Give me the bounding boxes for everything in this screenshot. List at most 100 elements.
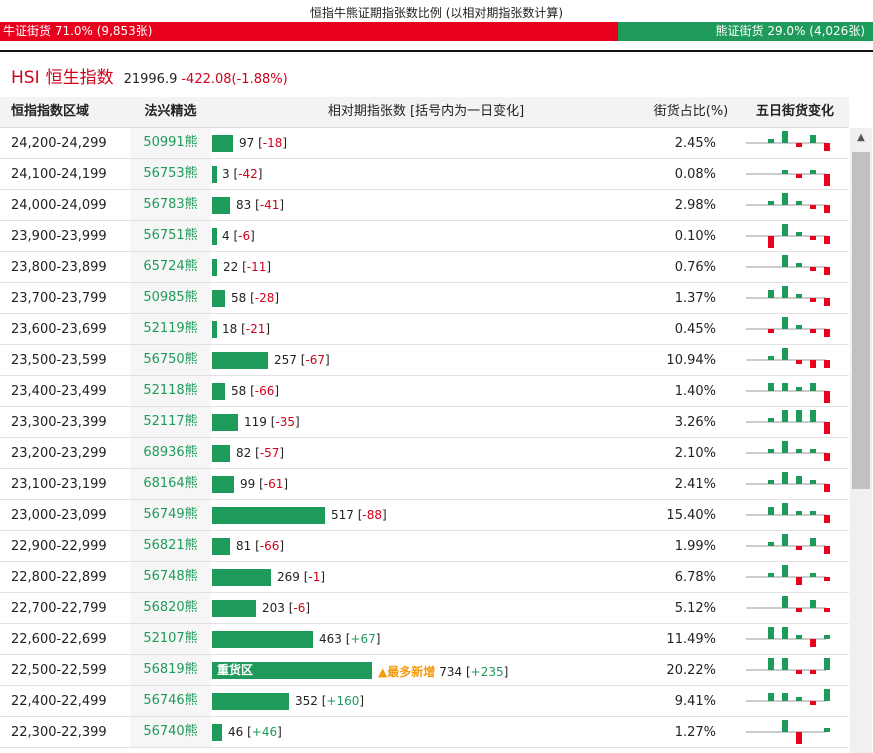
spark-bar-down — [824, 267, 830, 275]
spark-bar-up — [782, 534, 788, 546]
spark-bar-up — [782, 627, 788, 639]
share-pct: 9.41% — [674, 694, 716, 709]
warrant-link[interactable]: 52119熊 — [130, 314, 211, 344]
table-row: 22,500-22,599 56819熊 重货区 ▲最多新增 734 [+235] 20.… — [0, 655, 849, 686]
warrant-link[interactable]: 56819熊 — [130, 655, 211, 685]
spark-bar-up — [782, 596, 788, 608]
count-value: 18 [-21] — [222, 322, 271, 336]
count-change: +67 — [350, 632, 376, 646]
row-range: 22,500-22,599 — [11, 663, 107, 678]
row-range: 23,100-23,199 — [11, 477, 107, 492]
warrant-link[interactable]: 52107熊 — [130, 624, 211, 654]
count-bar — [212, 197, 230, 214]
spark-bar-down — [796, 174, 802, 178]
count-value: 4 [-6] — [222, 229, 255, 243]
count-bar — [212, 600, 256, 617]
share-pct: 15.40% — [666, 508, 716, 523]
index-name[interactable]: 恒生指数 — [45, 68, 114, 88]
warrant-link[interactable]: 50985熊 — [130, 283, 211, 313]
row-range: 23,800-23,899 — [11, 260, 107, 275]
spark-bar-down — [824, 484, 830, 492]
spark-bar-down — [824, 515, 830, 523]
count-number: 734 — [439, 665, 463, 679]
five-day-change-chart — [746, 503, 830, 523]
count-value: 99 [-61] — [240, 477, 289, 491]
warrant-link[interactable]: 52117熊 — [130, 407, 211, 437]
spark-bar-up — [768, 356, 774, 360]
warrant-link[interactable]: 68164熊 — [130, 469, 211, 499]
count-change: -41 — [259, 198, 280, 212]
spark-bar-up — [810, 135, 816, 143]
spark-bar-down — [824, 360, 830, 368]
warrant-link[interactable]: 56751熊 — [130, 221, 211, 251]
spark-bar-up — [796, 410, 802, 422]
share-pct: 0.45% — [674, 322, 716, 337]
index-code[interactable]: HSI — [11, 68, 40, 88]
spark-bar-up — [782, 441, 788, 453]
table-row: 23,200-23,299 68936熊 82 [-57] 2.10% — [0, 438, 849, 469]
spark-bar-up — [810, 600, 816, 608]
table-row: 23,600-23,699 52119熊 18 [-21] 0.45% — [0, 314, 849, 345]
spark-bar-down — [824, 174, 830, 186]
warrant-link[interactable]: 56820熊 — [130, 593, 211, 623]
count-change: -67 — [305, 353, 326, 367]
warrant-link[interactable]: 56749熊 — [130, 500, 211, 530]
row-range: 23,700-23,799 — [11, 291, 107, 306]
count-value: 269 [-1] — [277, 570, 326, 584]
count-number: 203 — [262, 601, 285, 615]
count-change: -11 — [246, 260, 267, 274]
table-row: 23,000-23,099 56749熊 517 [-88] 15.40% — [0, 500, 849, 531]
table-row: 22,400-22,499 56746熊 352 [+160] 9.41% — [0, 686, 849, 717]
table-row: 24,000-24,099 56783熊 83 [-41] 2.98% — [0, 190, 849, 221]
warrant-link[interactable]: 68936熊 — [130, 438, 211, 468]
warrant-link[interactable]: 56821熊 — [130, 531, 211, 561]
index-quote: HSI 恒生指数 21996.9 -422.08(-1.88%) — [11, 63, 288, 88]
top-increase-tag: ▲最多新增 — [378, 665, 436, 679]
bull-bear-ratio-bar: 牛证街货 71.0% (9,853张) 熊证街货 29.0% (4,026张) — [0, 22, 873, 41]
spark-bar-down — [810, 639, 816, 647]
spark-bar-up — [782, 170, 788, 174]
warrant-link[interactable]: 56748熊 — [130, 562, 211, 592]
row-range: 24,200-24,299 — [11, 136, 107, 151]
spark-bar-up — [796, 294, 802, 298]
scrollbar[interactable]: ▲ — [850, 128, 872, 753]
warrant-link[interactable]: 56753熊 — [130, 159, 211, 189]
spark-bar-up — [796, 387, 802, 391]
five-day-change-chart — [746, 534, 830, 554]
share-pct: 1.37% — [674, 291, 716, 306]
scrollbar-thumb[interactable] — [852, 152, 870, 489]
count-change: -42 — [238, 167, 258, 181]
count-bar — [212, 569, 271, 586]
spark-bar-down — [810, 360, 816, 368]
warrant-link[interactable]: 56783熊 — [130, 190, 211, 220]
five-day-change-chart — [746, 286, 830, 306]
table-row: 23,800-23,899 65724熊 22 [-11] 0.76% — [0, 252, 849, 283]
table-row: 23,300-23,399 52117熊 119 [-35] 3.26% — [0, 407, 849, 438]
count-bar — [212, 507, 325, 524]
spark-bar-up — [782, 317, 788, 329]
warrant-table-body: 24,200-24,299 50991熊 97 [-18] 2.45% 24,100-2… — [0, 128, 849, 748]
five-day-change-chart — [746, 131, 830, 151]
warrant-link[interactable]: 50991熊 — [130, 128, 211, 158]
spark-bar-down — [824, 205, 830, 213]
count-number: 463 — [319, 632, 342, 646]
count-number: 517 — [331, 508, 354, 522]
spark-bar-up — [768, 693, 774, 701]
share-pct: 5.12% — [674, 601, 716, 616]
table-row: 24,100-24,199 56753熊 3 [-42] 0.08% — [0, 159, 849, 190]
count-bar: 重货区 — [212, 662, 372, 679]
five-day-change-chart — [746, 255, 830, 275]
count-number: 257 — [274, 353, 297, 367]
share-pct: 20.22% — [666, 663, 716, 678]
warrant-link[interactable]: 56740熊 — [130, 717, 211, 747]
five-day-change-chart — [746, 193, 830, 213]
spark-bar-up — [768, 383, 774, 391]
row-range: 23,300-23,399 — [11, 415, 107, 430]
warrant-link[interactable]: 52118熊 — [130, 376, 211, 406]
spark-bar-down — [824, 329, 830, 337]
warrant-link[interactable]: 56746熊 — [130, 686, 211, 716]
scroll-up-icon[interactable]: ▲ — [857, 132, 865, 143]
warrant-link[interactable]: 56750熊 — [130, 345, 211, 375]
warrant-link[interactable]: 65724熊 — [130, 252, 211, 282]
table-row: 24,200-24,299 50991熊 97 [-18] 2.45% — [0, 128, 849, 159]
